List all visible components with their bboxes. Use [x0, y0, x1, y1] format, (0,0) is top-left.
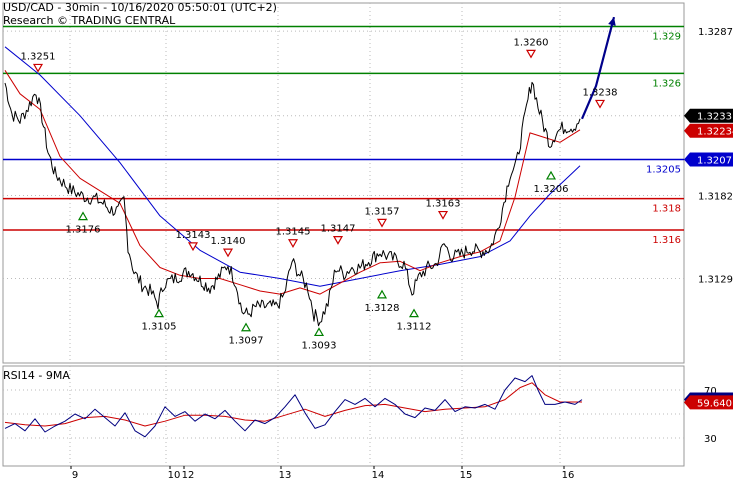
- x-axis-tick-label: 9: [72, 470, 78, 480]
- chart-header-research: Research © TRADING CENTRAL: [3, 14, 176, 27]
- swing-low-marker: [153, 308, 165, 318]
- price-axis-tick-label: 1.3129: [698, 274, 733, 285]
- level-label: 1.3205: [646, 165, 681, 176]
- swing-high-marker: [187, 242, 199, 252]
- x-axis-tick-label: 12: [182, 470, 195, 480]
- swing-low-label: 1.3105: [142, 322, 177, 333]
- level-label: 1.316: [652, 235, 681, 246]
- rsi-ma-line: [4, 382, 582, 427]
- swing-low-marker: [545, 170, 557, 180]
- swing-low-marker: [313, 327, 325, 337]
- swing-high-marker: [32, 63, 44, 73]
- swing-high-marker: [332, 236, 344, 245]
- swing-low-label: 1.3206: [534, 184, 569, 195]
- swing-high-label: 1.3145: [276, 227, 311, 238]
- rsi-panel-title: RSI14 - 9MA: [3, 369, 70, 382]
- swing-low-marker: [408, 308, 420, 318]
- support-level-tag-text: 1.32071: [697, 156, 735, 167]
- swing-high-marker: [287, 239, 299, 248]
- swing-high-marker: [594, 99, 606, 109]
- price-axis-tick-label: 1.3287: [698, 27, 733, 38]
- rsi-ma-value-tag-text: 59.6401: [697, 398, 735, 409]
- forecast-arrow-line: [580, 16, 616, 120]
- swing-high-label: 1.3143: [176, 230, 211, 241]
- swing-high-marker: [376, 218, 388, 228]
- rsi-line: [4, 375, 583, 438]
- current-price-tag-bg: [684, 108, 733, 123]
- price-axis-tick-label: 1.3182: [698, 192, 733, 203]
- rsi-axis-tick-label: 30: [704, 434, 717, 445]
- last-price-tag: 1.32234: [684, 123, 735, 138]
- price-line: [4, 81, 581, 327]
- rsi-ma-value-tag: 59.6401: [684, 395, 735, 410]
- swing-low-label: 1.3176: [66, 225, 101, 236]
- last-price-tag-text: 1.32234: [697, 127, 735, 138]
- swing-low-marker: [240, 322, 252, 332]
- current-price-tag-text: 1.3233: [697, 112, 732, 123]
- price-panel-frame: [2, 2, 685, 364]
- x-axis-tick-label: 10: [168, 470, 181, 480]
- swing-high-label: 1.3157: [365, 206, 400, 217]
- slow-ma-line: [4, 46, 581, 287]
- level-label: 1.318: [652, 204, 681, 215]
- rsi-axis-tick-label: 70: [704, 386, 717, 397]
- x-axis-tick-label: 13: [279, 470, 292, 480]
- swing-low-label: 1.3097: [229, 336, 264, 347]
- swing-low-marker: [77, 211, 89, 221]
- swing-high-label: 1.3163: [426, 199, 461, 210]
- swing-low-label: 1.3112: [397, 322, 432, 333]
- support-level-tag: 1.32071: [684, 152, 735, 167]
- swing-high-label: 1.3147: [321, 224, 356, 235]
- current-price-tag: 1.3233: [684, 108, 733, 123]
- swing-high-label: 1.3140: [211, 236, 246, 247]
- level-label: 1.326: [652, 78, 681, 89]
- rsi-ma-value-tag-bg: [684, 395, 733, 410]
- x-axis-tick-label: 15: [460, 470, 473, 480]
- swing-high-marker: [222, 248, 234, 258]
- chart-header-symbol: USD/CAD - 30min - 10/16/2020 05:50:01 (U…: [3, 1, 277, 14]
- swing-low-marker: [376, 289, 388, 299]
- swing-high-label: 1.3251: [21, 51, 56, 62]
- swing-high-label: 1.3260: [514, 37, 549, 48]
- fast-ma-line: [4, 70, 581, 295]
- x-axis-tick-label: 14: [372, 470, 385, 480]
- swing-high-marker: [525, 49, 537, 59]
- swing-high-label: 1.3238: [583, 87, 618, 98]
- level-label: 1.329: [652, 31, 681, 42]
- last-price-tag-bg: [684, 123, 733, 138]
- support-level-tag-bg: [684, 152, 733, 167]
- x-axis-tick-label: 16: [562, 470, 575, 480]
- swing-low-label: 1.3128: [365, 303, 400, 314]
- forecast-arrowhead: [608, 17, 616, 26]
- rsi-panel-frame: [2, 365, 685, 467]
- swing-high-marker: [437, 210, 449, 220]
- swing-low-label: 1.3093: [302, 340, 337, 351]
